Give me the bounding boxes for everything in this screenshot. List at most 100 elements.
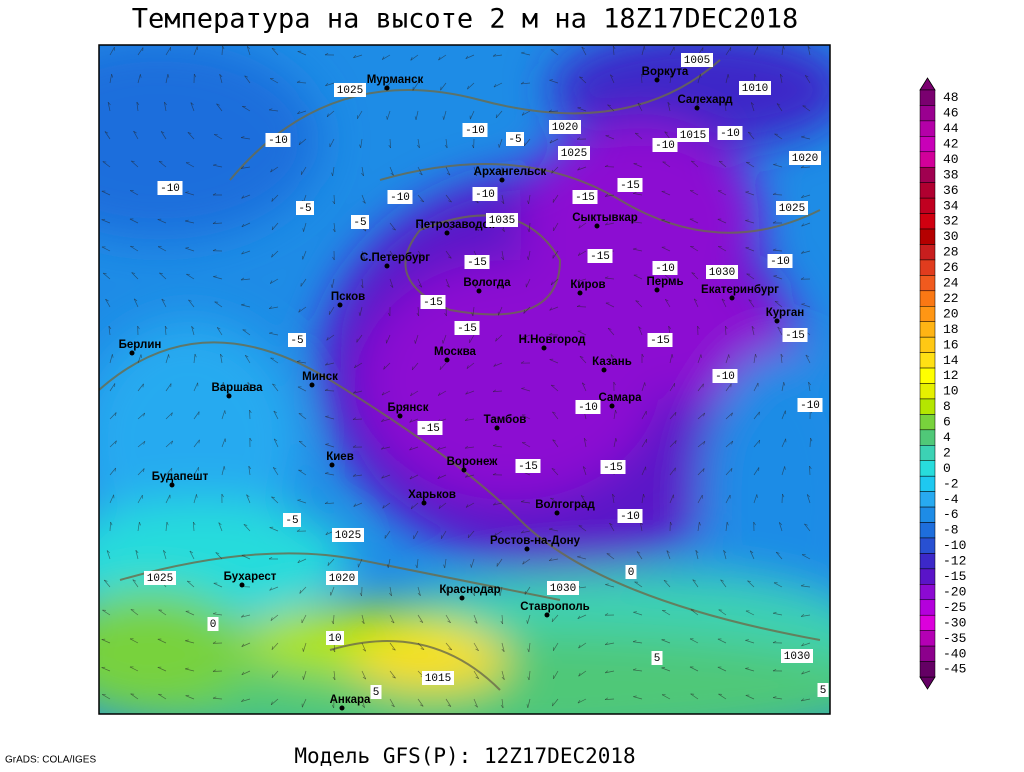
city-label: Екатеринбург: [701, 284, 779, 296]
contour-label: -5: [298, 203, 311, 215]
city-dot: [338, 303, 343, 308]
contour-label: 1025: [779, 203, 805, 215]
colorbar-swatch: [920, 430, 935, 445]
colorbar-label: 22: [943, 291, 959, 306]
city-label: Сыктывкар: [572, 212, 638, 224]
colorbar-swatch: [920, 414, 935, 429]
contour-label: 0: [210, 619, 217, 631]
contour-label: -10: [770, 256, 790, 268]
city-dot: [130, 351, 135, 356]
colorbar-label: 30: [943, 229, 959, 244]
colorbar-label: -40: [943, 646, 966, 661]
colorbar-label: 44: [943, 121, 959, 136]
city-label: Москва: [434, 346, 477, 358]
title: Температура на высоте 2 м на 18Z17DEC201…: [132, 4, 798, 35]
contour-label: -5: [285, 515, 298, 527]
colorbar-label: 24: [943, 276, 959, 291]
city-label: Варшава: [211, 382, 263, 394]
colorbar-swatch: [920, 384, 935, 399]
colorbar-swatch: [920, 167, 935, 182]
contour-label: -5: [290, 335, 303, 347]
city-label: Брянск: [388, 402, 429, 414]
city-label: Анкара: [330, 694, 371, 706]
city-dot: [310, 383, 315, 388]
contour-label: -15: [590, 251, 610, 263]
contour-label: 1020: [329, 573, 355, 585]
colorbar-swatch: [920, 553, 935, 568]
credit: GrADS: COLA/IGES: [5, 755, 96, 766]
city-label: Воркута: [642, 66, 689, 78]
city-label: Мурманск: [367, 74, 424, 86]
contour-label: -10: [655, 263, 675, 275]
contour-label: 0: [628, 567, 635, 579]
city-dot: [610, 404, 615, 409]
city-dot: [385, 86, 390, 91]
city-dot: [477, 289, 482, 294]
contour-label: 1015: [680, 130, 706, 142]
colorbar-swatch: [920, 507, 935, 522]
city-dot: [525, 547, 530, 552]
colorbar-swatch: [920, 569, 935, 584]
contour-label: -15: [603, 462, 623, 474]
colorbar-label: 12: [943, 368, 959, 383]
city-label: Киев: [326, 451, 354, 463]
city-dot: [340, 706, 345, 711]
colorbar-label: 26: [943, 260, 959, 275]
colorbar-label: -20: [943, 584, 966, 599]
colorbar-swatch: [920, 260, 935, 275]
colorbar-swatch: [920, 291, 935, 306]
model-caption: Модель GFS(P): 12Z17DEC2018: [294, 744, 635, 768]
city-label: Н.Новгород: [519, 334, 586, 346]
contour-label: 1020: [792, 153, 818, 165]
colorbar-label: 48: [943, 90, 959, 105]
colorbar-swatch: [920, 368, 935, 383]
colorbar-swatch: [920, 399, 935, 414]
colorbar-end-top: [920, 78, 935, 90]
wind-arrow-head: [662, 667, 665, 668]
city-dot: [655, 78, 660, 83]
city-dot: [445, 231, 450, 236]
colorbar-label: 0: [943, 461, 951, 476]
contour-label: -15: [467, 257, 487, 269]
colorbar-swatch: [920, 214, 935, 229]
colorbar-swatch: [920, 121, 935, 136]
colorbar-swatch: [920, 492, 935, 507]
colorbar-label: 38: [943, 167, 959, 182]
colorbar-swatch: [920, 275, 935, 290]
contour-label: -10: [268, 135, 288, 147]
contour-label: 1025: [147, 573, 173, 585]
city-label: Минск: [302, 371, 338, 383]
contour-label: -5: [508, 134, 521, 146]
contour-label: 1010: [742, 83, 768, 95]
contour-label: -15: [420, 423, 440, 435]
colorbar-label: 28: [943, 245, 959, 260]
colorbar-swatch: [920, 584, 935, 599]
colorbar-swatch: [920, 183, 935, 198]
colorbar-swatch: [920, 198, 935, 213]
city-dot: [460, 596, 465, 601]
colorbar-label: 4: [943, 430, 951, 445]
colorbar-swatch: [920, 523, 935, 538]
colorbar-label: -45: [943, 662, 966, 677]
colorbar-label: 10: [943, 384, 959, 399]
contour-label: -15: [575, 192, 595, 204]
city-dot: [695, 106, 700, 111]
city-dot: [545, 613, 550, 618]
contour-label: 1030: [709, 267, 735, 279]
colorbar-label: 6: [943, 415, 951, 430]
colorbar-label: 34: [943, 198, 959, 213]
city-label: Волгоград: [535, 499, 595, 511]
colorbar-swatch: [920, 229, 935, 244]
contour-label: -10: [160, 183, 180, 195]
colorbar-swatch: [920, 662, 935, 677]
contour-label: -15: [785, 330, 805, 342]
colorbar-swatch: [920, 353, 935, 368]
contour-label: 1030: [784, 651, 810, 663]
contour-label: 1025: [337, 85, 363, 97]
contour-label: 5: [820, 685, 827, 697]
colorbar-label: 14: [943, 353, 959, 368]
colorbar-swatch: [920, 615, 935, 630]
city-dot: [170, 483, 175, 488]
